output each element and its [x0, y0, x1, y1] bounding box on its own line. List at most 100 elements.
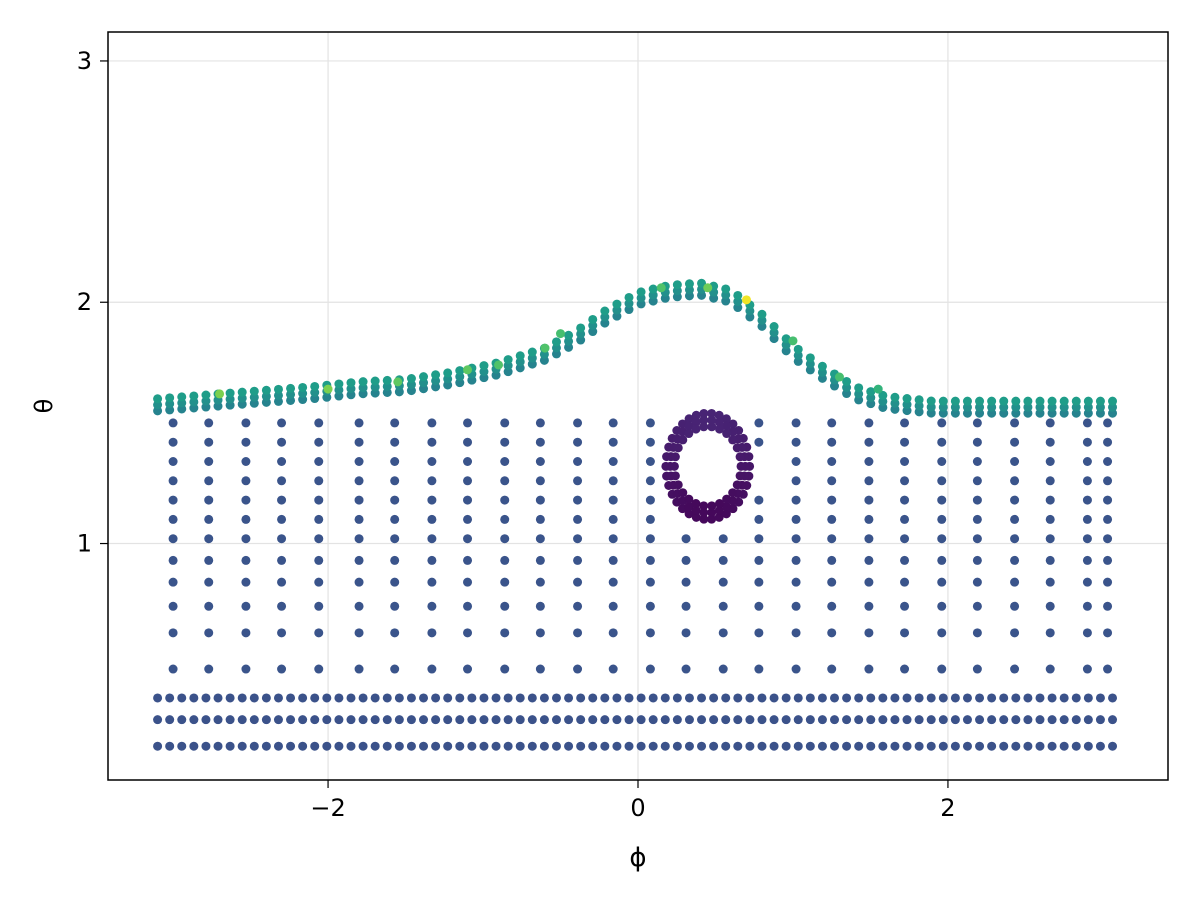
data-point — [314, 514, 324, 524]
data-point — [972, 534, 982, 544]
data-point — [937, 534, 947, 544]
data-point — [168, 456, 178, 466]
data-point — [455, 366, 465, 376]
data-point — [864, 664, 874, 674]
data-point — [443, 715, 453, 725]
data-point — [890, 741, 900, 751]
data-point — [709, 693, 719, 703]
data-point — [1035, 693, 1045, 703]
data-point — [1103, 628, 1113, 638]
data-point — [645, 534, 655, 544]
data-point — [551, 337, 561, 347]
data-point — [791, 418, 801, 428]
data-point — [573, 495, 583, 505]
data-point — [624, 693, 634, 703]
data-point — [660, 693, 670, 703]
data-point — [684, 502, 694, 512]
data-point — [346, 741, 356, 751]
data-point — [535, 555, 545, 565]
data-point — [201, 390, 211, 400]
data-point — [168, 437, 178, 447]
data-point — [535, 664, 545, 674]
data-point — [1083, 715, 1093, 725]
data-point — [1047, 715, 1057, 725]
data-point — [707, 514, 717, 524]
data-point — [427, 555, 437, 565]
data-point — [500, 476, 510, 486]
data-point — [972, 418, 982, 428]
data-point — [754, 495, 764, 505]
data-point — [999, 715, 1009, 725]
data-point — [937, 456, 947, 466]
data-point — [406, 374, 416, 384]
data-point — [728, 488, 738, 498]
data-point — [346, 715, 356, 725]
data-point — [805, 693, 815, 703]
data-point — [1047, 693, 1057, 703]
data-point — [699, 501, 709, 511]
data-point — [608, 555, 618, 565]
data-point — [241, 495, 251, 505]
data-point — [189, 741, 199, 751]
data-point — [999, 741, 1009, 751]
data-point — [890, 715, 900, 725]
data-point — [241, 555, 251, 565]
data-point — [540, 343, 550, 353]
data-point — [878, 715, 888, 725]
data-point — [670, 471, 680, 481]
data-point — [950, 741, 960, 751]
data-point — [707, 422, 717, 432]
data-point — [718, 628, 728, 638]
data-point — [527, 715, 537, 725]
data-point — [864, 534, 874, 544]
data-point — [494, 360, 504, 370]
data-point — [323, 384, 333, 394]
data-point — [972, 601, 982, 611]
data-point — [334, 741, 344, 751]
data-point — [241, 476, 251, 486]
data-point — [500, 601, 510, 611]
data-point — [576, 693, 586, 703]
data-point — [714, 410, 724, 420]
data-point — [427, 476, 437, 486]
data-point — [241, 664, 251, 674]
data-point — [781, 715, 791, 725]
data-point — [972, 437, 982, 447]
data-point — [551, 715, 561, 725]
data-point — [709, 741, 719, 751]
data-point — [1103, 601, 1113, 611]
data-point — [805, 715, 815, 725]
data-point — [864, 456, 874, 466]
data-point — [866, 693, 876, 703]
data-point — [950, 396, 960, 406]
data-point — [168, 555, 178, 565]
axis-ticks: −2 0 2 1 2 3 — [77, 47, 956, 822]
data-point — [937, 555, 947, 565]
data-point — [854, 383, 864, 393]
data-point — [177, 741, 187, 751]
data-point — [390, 418, 400, 428]
data-point — [864, 601, 874, 611]
data-point — [153, 394, 163, 404]
data-point — [624, 741, 634, 751]
data-point — [573, 437, 583, 447]
data-point — [914, 741, 924, 751]
data-point — [463, 495, 473, 505]
data-point — [322, 693, 332, 703]
data-point — [721, 741, 731, 751]
data-point — [645, 476, 655, 486]
data-point — [805, 741, 815, 751]
data-point — [1095, 741, 1105, 751]
data-point — [842, 741, 852, 751]
data-point — [754, 628, 764, 638]
data-point — [1103, 577, 1113, 587]
data-point — [791, 577, 801, 587]
data-point — [714, 512, 724, 522]
data-point — [1010, 418, 1020, 428]
data-point — [491, 693, 501, 703]
data-point — [707, 508, 717, 518]
data-point — [241, 628, 251, 638]
data-point — [624, 292, 634, 302]
data-point — [535, 534, 545, 544]
data-point — [866, 715, 876, 725]
